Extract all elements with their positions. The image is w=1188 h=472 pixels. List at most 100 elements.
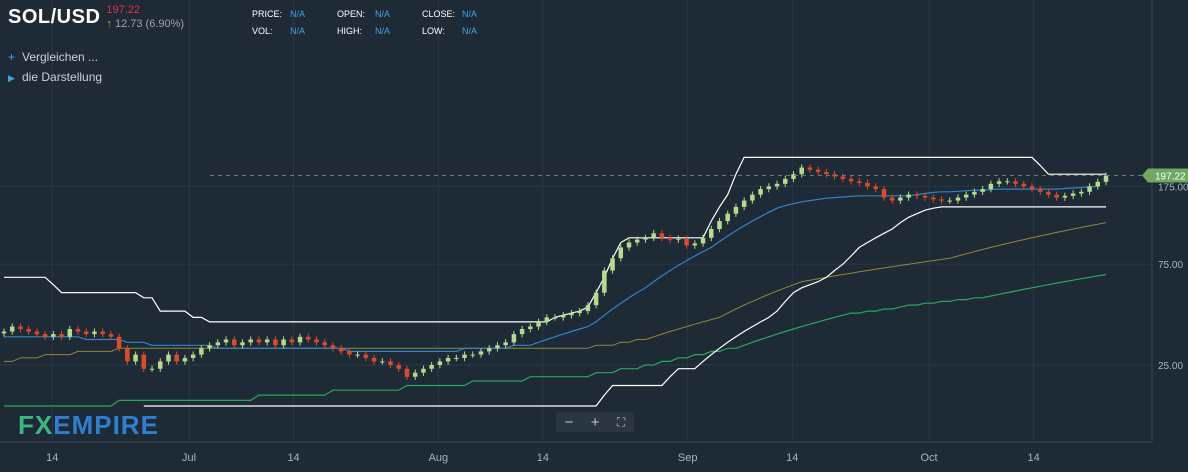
candle: [281, 336, 286, 349]
candle-body: [462, 354, 467, 358]
candle-body: [511, 334, 517, 343]
candle-body: [83, 331, 89, 335]
display-button[interactable]: ▶ die Darstellung: [8, 67, 102, 88]
compare-button[interactable]: + Vergleichen ...: [8, 47, 102, 67]
symbol-title: SOL/USD: [8, 6, 101, 28]
x-tick-label: 14: [1027, 452, 1039, 464]
candle-body: [700, 237, 706, 244]
x-tick-label: 14: [46, 452, 58, 464]
candle-body: [371, 357, 377, 362]
logo-empire: EMPIRE: [53, 410, 159, 440]
candle-body: [199, 348, 204, 355]
candle: [988, 180, 994, 193]
candle-body: [18, 326, 23, 330]
candle-body: [544, 317, 550, 322]
candle: [429, 361, 434, 373]
ohlc-col-3: CLOSE: N/A LOW: N/A: [422, 6, 477, 40]
candle-body: [922, 195, 928, 198]
candle-body: [618, 247, 624, 259]
candle-body: [421, 368, 426, 373]
candle: [593, 289, 599, 309]
ma-blue-line: [4, 185, 1098, 352]
candle: [610, 255, 615, 274]
candle-body: [659, 233, 665, 238]
candle: [347, 348, 352, 358]
candle: [18, 323, 23, 333]
candle: [158, 358, 163, 373]
high-value: N/A: [375, 26, 391, 36]
candle-body: [412, 372, 418, 377]
candle-body: [429, 365, 434, 369]
candle: [51, 330, 56, 341]
candle: [314, 336, 319, 346]
candle: [528, 323, 533, 333]
candle: [873, 183, 878, 193]
candle-body: [931, 197, 936, 200]
candle: [857, 178, 862, 187]
candle: [889, 194, 895, 204]
candle-body: [898, 197, 903, 201]
candle-body: [108, 334, 114, 337]
candle: [733, 203, 739, 217]
candle-body: [116, 336, 122, 349]
candle: [478, 348, 484, 358]
candle: [67, 325, 73, 341]
chart-header: SOL/USD 197.22 ↑ 12.73 (6.90%): [8, 2, 184, 32]
candle-body: [774, 183, 780, 187]
candle-body: [223, 339, 229, 343]
candle-body: [881, 189, 887, 198]
candle: [166, 351, 171, 365]
price-change: ↑ 12.73 (6.90%): [106, 17, 184, 31]
candle: [223, 336, 229, 346]
candle: [92, 328, 97, 338]
candle-body: [248, 339, 253, 343]
candle: [1054, 191, 1059, 201]
x-tick-label: 14: [537, 452, 549, 464]
candle-body: [643, 237, 648, 240]
candle-body: [577, 311, 582, 314]
candle-body: [495, 345, 500, 349]
candle: [717, 217, 722, 233]
candle: [199, 345, 204, 358]
candle-body: [133, 354, 138, 362]
low-value: N/A: [462, 26, 478, 36]
y-tick-label: 75.00: [1158, 260, 1183, 271]
candle: [577, 307, 582, 317]
candle: [552, 314, 558, 321]
x-tick-label: Oct: [920, 452, 937, 464]
candle-body: [75, 329, 81, 332]
candle: [807, 164, 813, 173]
price-label: PRICE:: [252, 9, 283, 19]
price-value: N/A: [290, 9, 306, 19]
candle-body: [1037, 189, 1043, 192]
candle: [569, 309, 574, 319]
candle: [34, 328, 40, 338]
y-tick-label: 25.00: [1158, 361, 1183, 372]
candle: [766, 183, 772, 193]
zoom-out-button[interactable]: −: [564, 413, 574, 431]
candle-body: [1005, 181, 1010, 183]
candle: [758, 185, 763, 198]
candle-body: [840, 176, 846, 179]
close-value: N/A: [462, 9, 478, 19]
candle-body: [602, 270, 607, 293]
candle-body: [125, 348, 130, 362]
candle-body: [963, 194, 969, 198]
candle-body: [972, 191, 977, 195]
candle-body: [824, 171, 829, 175]
candle-body: [815, 169, 821, 172]
candle-body: [404, 368, 410, 377]
candle: [116, 333, 122, 352]
candle-body: [651, 233, 656, 238]
ohlc-col-1: PRICE: N/A VOL: N/A: [252, 6, 305, 40]
fullscreen-icon[interactable]: ⛶: [616, 414, 626, 429]
x-tick-label: 14: [287, 452, 299, 464]
candle: [437, 358, 443, 369]
zoom-in-button[interactable]: +: [590, 413, 600, 431]
candle-body: [996, 181, 1002, 184]
candle: [26, 325, 31, 335]
candle-body: [330, 345, 336, 349]
candle-body: [536, 321, 541, 327]
candle: [1, 328, 7, 337]
